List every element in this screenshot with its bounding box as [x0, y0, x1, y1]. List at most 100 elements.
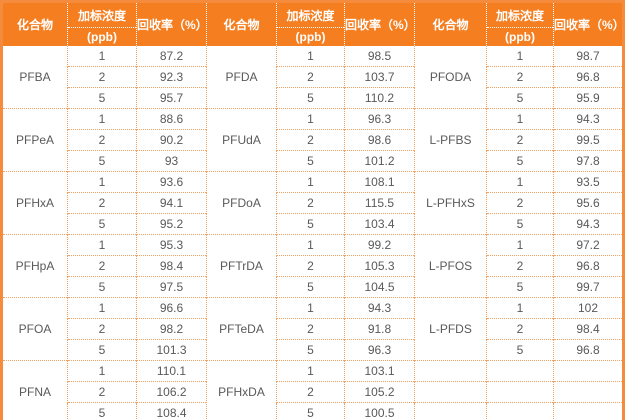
recovery-cell: 90.2	[136, 129, 207, 151]
recovery-cell: 96.8	[553, 255, 624, 277]
header-recovery-1: 回收率（%）	[136, 1, 208, 46]
recovery-cell: 106.2	[136, 381, 207, 403]
header-compound-1: 化合物	[1, 1, 68, 46]
header-concentration-label: 加标浓度	[277, 5, 344, 28]
header-concentration-label: 加标浓度	[68, 5, 136, 28]
concentration-cell: 5	[67, 150, 137, 172]
recovery-cell: 98.4	[553, 318, 624, 340]
table-row: 5 93 5 101.2 5 97.8	[2, 150, 624, 172]
compound-cell	[414, 381, 487, 403]
header-row: 化合物 加标浓度 (ppb) 回收率（%） 化合物 加标浓度 (ppb) 回收率…	[1, 1, 625, 46]
compound-cell: PFBA	[1, 46, 68, 109]
header-concentration-3: 加标浓度 (ppb)	[486, 1, 554, 46]
recovery-cell: 93	[136, 150, 207, 172]
recovery-cell: 115.5	[344, 192, 415, 214]
header-compound-3: 化合物	[414, 1, 487, 46]
concentration-cell: 1	[67, 171, 137, 193]
concentration-cell: 1	[67, 297, 137, 319]
concentration-cell: 1	[276, 108, 345, 130]
recovery-cell: 96.6	[136, 297, 207, 319]
concentration-cell: 2	[486, 66, 554, 88]
concentration-cell: 1	[67, 360, 137, 382]
concentration-cell: 5	[276, 87, 345, 109]
concentration-cell: 2	[276, 129, 345, 151]
recovery-cell: 108.4	[136, 402, 207, 420]
compound-cell: PFUdA	[206, 108, 277, 172]
recovery-cell: 93.6	[136, 171, 207, 193]
recovery-cell: 92.3	[136, 66, 207, 88]
concentration-cell	[486, 402, 554, 420]
recovery-cell: 94.3	[553, 108, 624, 130]
recovery-cell: 95.6	[553, 192, 624, 214]
recovery-cell: 88.6	[136, 108, 207, 130]
recovery-cell: 98.5	[344, 46, 415, 67]
table-row: PFPeA 1 88.6 PFUdA 1 96.3 L-PFBS 1 94.3	[1, 108, 624, 172]
concentration-cell: 5	[486, 213, 554, 235]
header-concentration-label: 加标浓度	[487, 5, 553, 28]
compound-cell	[414, 402, 487, 420]
recovery-cell: 105.3	[344, 255, 415, 277]
compound-cell: PFODA	[414, 46, 487, 109]
concentration-cell: 1	[276, 360, 345, 382]
table-row: 2 92.3 2 103.7 2 96.8	[2, 66, 624, 88]
concentration-cell: 2	[67, 255, 137, 277]
recovery-cell: 96.3	[344, 339, 415, 361]
recovery-cell: 101.3	[136, 339, 207, 361]
recovery-cell	[553, 381, 624, 403]
header-compound-2: 化合物	[206, 1, 277, 46]
table-row: PFNA 1 110.1 PFHxDA 1 103.1	[1, 360, 624, 420]
compound-cell: L-PFBS	[414, 108, 487, 172]
header-concentration-unit: (ppb)	[295, 29, 326, 44]
concentration-cell: 2	[276, 381, 345, 403]
concentration-cell	[486, 381, 554, 403]
compound-cell: PFNA	[1, 360, 68, 420]
recovery-cell: 108.1	[344, 171, 415, 193]
concentration-cell: 1	[276, 234, 345, 256]
recovery-cell: 96.3	[344, 108, 415, 130]
recovery-cell	[553, 360, 624, 382]
header-concentration-1: 加标浓度 (ppb)	[67, 1, 137, 46]
concentration-cell: 1	[67, 234, 137, 256]
recovery-cell: 97.2	[553, 234, 624, 256]
recovery-cell: 99.7	[553, 276, 624, 298]
recovery-cell: 91.8	[344, 318, 415, 340]
table-row: PFHxA 1 93.6 PFDoA 1 108.1 L-PFHxS 1 93.5	[1, 171, 624, 235]
concentration-cell: 2	[486, 129, 554, 151]
concentration-cell: 5	[276, 213, 345, 235]
concentration-cell: 2	[276, 192, 345, 214]
recovery-cell: 94.1	[136, 192, 207, 214]
recovery-cell: 95.3	[136, 234, 207, 256]
concentration-cell: 2	[67, 318, 137, 340]
compound-cell: PFHxDA	[206, 360, 277, 420]
recovery-cell: 95.9	[553, 87, 624, 109]
table-row: 5 97.5 5 104.5 5 99.7	[2, 276, 624, 298]
recovery-cell: 98.6	[344, 129, 415, 151]
recovery-cell: 103.4	[344, 213, 415, 235]
concentration-cell: 1	[276, 171, 345, 193]
concentration-cell: 1	[67, 108, 137, 130]
recovery-cell: 110.1	[136, 360, 207, 382]
header-concentration-unit: (ppb)	[87, 29, 117, 44]
recovery-cell: 98.7	[553, 46, 624, 67]
compound-cell: PFTrDA	[206, 234, 277, 298]
concentration-cell: 1	[67, 46, 137, 67]
table-row: 5 101.3 5 96.3 5 96.8	[2, 339, 624, 361]
table-row: 2 98.2 2 91.8 2 98.4	[2, 318, 624, 340]
concentration-cell: 5	[67, 87, 137, 109]
recovery-cell: 96.8	[553, 66, 624, 88]
concentration-cell: 1	[486, 46, 554, 67]
table-row: 5 108.4 5 100.5	[2, 402, 624, 420]
concentration-cell: 1	[486, 234, 554, 256]
concentration-cell: 1	[486, 171, 554, 193]
concentration-cell: 5	[67, 402, 137, 420]
concentration-cell: 5	[276, 276, 345, 298]
compound-cell: L-PFHxS	[414, 171, 487, 235]
recovery-cell	[553, 402, 624, 420]
recovery-cell: 87.2	[136, 46, 207, 67]
recovery-cell: 95.7	[136, 87, 207, 109]
table-row: 2 90.2 2 98.6 2 99.5	[2, 129, 624, 151]
concentration-cell: 1	[486, 108, 554, 130]
concentration-cell: 2	[276, 66, 345, 88]
